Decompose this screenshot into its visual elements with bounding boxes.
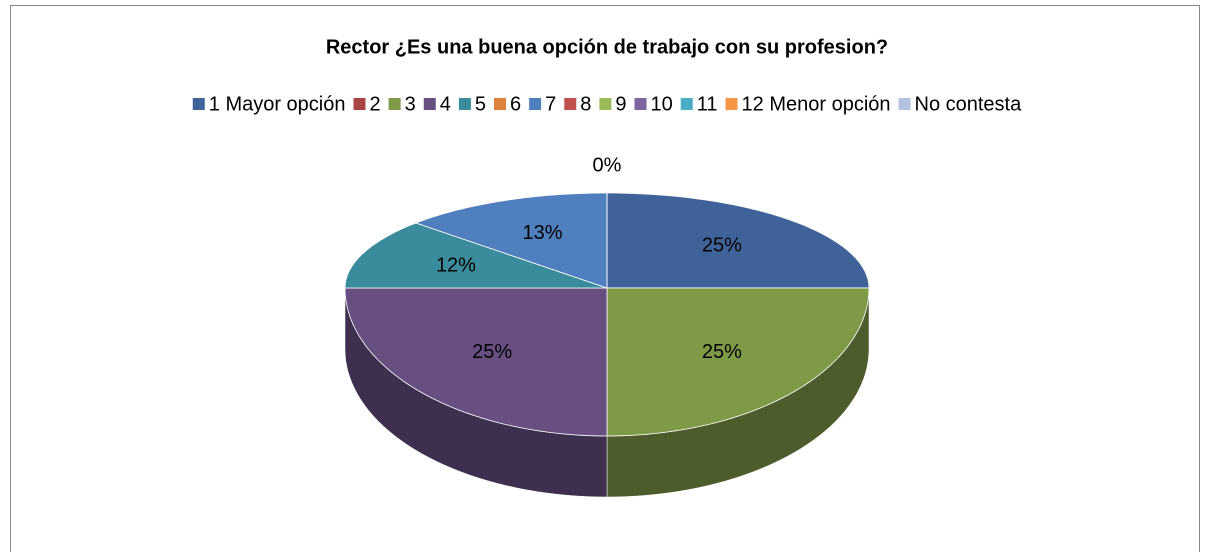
data-label: 25%	[702, 341, 742, 363]
legend-label: 2	[370, 93, 381, 115]
legend-swatch	[494, 98, 507, 110]
legend-swatch	[192, 98, 205, 110]
slice	[606, 287, 870, 437]
legend-swatch	[353, 98, 366, 110]
slice	[414, 192, 608, 289]
legend-label: 3	[405, 93, 416, 115]
data-label: 13%	[522, 222, 562, 244]
legend-label: 6	[510, 93, 521, 115]
legend-label: 4	[440, 93, 451, 115]
legend-swatch	[458, 98, 471, 110]
legend-label: 5	[475, 93, 486, 115]
legend-label: 11	[697, 93, 718, 115]
chart-title: Rector ¿Es una buena opción de trabajo c…	[326, 36, 888, 58]
legend-swatch	[725, 98, 738, 110]
legend-swatch	[599, 98, 612, 110]
data-label: 25%	[702, 235, 742, 257]
legend-swatch	[680, 98, 693, 110]
slice	[344, 222, 608, 289]
legend: 1 Mayor opción 2 3 4 5 6 7 8 9 10 11 12 Menor opció…	[192, 93, 1023, 115]
legend-label: 10	[651, 93, 673, 115]
legend-label: 1 Mayor opción	[209, 93, 346, 115]
legend-label: 12 Menor opción	[742, 93, 891, 115]
legend-swatch	[388, 98, 401, 110]
legend-swatch	[423, 98, 436, 110]
legend-swatch	[564, 98, 577, 110]
data-label: 0%	[593, 155, 622, 177]
legend-swatch	[898, 98, 911, 110]
legend-label: 7	[545, 93, 556, 115]
legend-swatch	[529, 98, 542, 110]
slice	[606, 192, 870, 289]
pie: 25% 25% 25% 12% 13% 0%	[344, 155, 870, 498]
data-label: 25%	[472, 341, 512, 363]
slice	[344, 287, 608, 437]
legend-label: 8	[580, 93, 591, 115]
legend-label: No contesta	[915, 93, 1023, 115]
legend-label: 9	[615, 93, 626, 115]
legend-swatch	[634, 98, 647, 110]
data-label: 12%	[436, 255, 476, 277]
